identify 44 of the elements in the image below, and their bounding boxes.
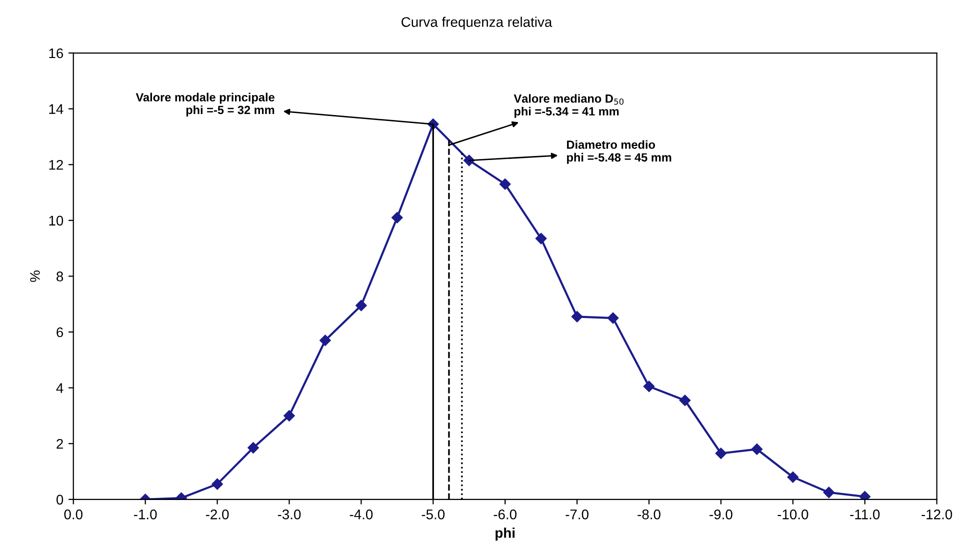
point <box>356 300 367 312</box>
x-axis-title: phi <box>496 528 515 541</box>
y-tick-label: 16 <box>49 48 64 58</box>
point <box>643 380 655 392</box>
y-tick-label: 14 <box>49 104 64 114</box>
y-tick-label: 12 <box>49 160 63 170</box>
x-tick-label: 0.0 <box>64 510 82 520</box>
x-tick-label: -5.0 <box>422 510 445 520</box>
x-tick-label: -11.0 <box>850 510 880 520</box>
point <box>392 212 403 224</box>
y-tick-label: 2 <box>56 438 63 449</box>
point <box>787 471 798 483</box>
chart-title: Curva frequenza relativa <box>402 16 552 30</box>
point <box>284 410 295 422</box>
annotation: Valore mediano D$_{50}$ phi =-5.34 = 41 mm <box>514 94 624 118</box>
y-axis-title: % <box>30 270 40 282</box>
point <box>499 178 511 190</box>
y-tick-label: 4 <box>56 383 64 393</box>
point <box>571 311 583 322</box>
x-tick-label: -9.0 <box>710 510 732 520</box>
annotation: Diametro medio phi =-5.48 = 45 mm <box>567 140 672 164</box>
point <box>535 232 547 244</box>
x-tick-label: -6.0 <box>494 510 517 520</box>
x-tick-label: -1.0 <box>134 510 157 520</box>
y-tick-label: 6 <box>56 327 64 338</box>
point <box>607 312 619 324</box>
x-tick-label: -10.0 <box>778 510 808 520</box>
x-tick-label: -8.0 <box>638 510 660 520</box>
x-tick-label: -7.0 <box>566 510 588 520</box>
x-tick-label: -3.0 <box>278 510 301 520</box>
x-tick-label: -12.0 <box>922 510 952 520</box>
y-tick-label: 8 <box>56 272 64 282</box>
point <box>823 486 834 498</box>
point <box>679 394 691 406</box>
point <box>715 448 727 459</box>
point <box>751 444 763 455</box>
point <box>212 478 223 490</box>
x-tick-label: -4.0 <box>350 510 373 520</box>
y-tick-label: 10 <box>49 216 64 226</box>
annotation: Valore modale principale phi =-5 = 32 mm <box>136 92 274 116</box>
point <box>248 442 259 454</box>
point <box>320 334 331 346</box>
y-tick-label: 0 <box>56 494 64 505</box>
x-tick-label: -2.0 <box>206 510 229 520</box>
